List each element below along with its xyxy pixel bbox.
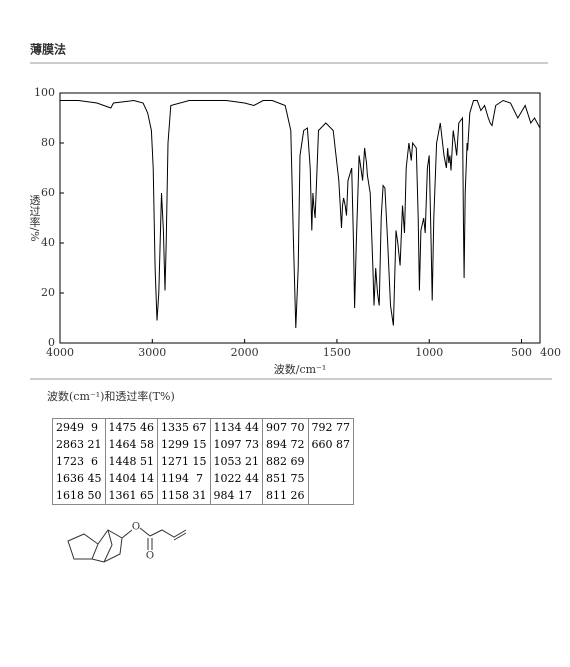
table-cell: 1448 51 (104, 453, 158, 470)
table-cell: 1299 15 (157, 436, 210, 453)
table-cell: 894 72 (262, 436, 308, 453)
table-cell (307, 453, 354, 470)
table-cell: 1723 6 (52, 453, 105, 470)
table-cell (307, 470, 354, 487)
table-cell: 1158 31 (157, 487, 210, 505)
x-tick-label: 1500 (323, 346, 351, 359)
table-cell (307, 487, 354, 505)
page-title: 薄膜法 (30, 42, 66, 57)
x-tick-label: 400 (540, 346, 561, 359)
atom-label: O (146, 551, 154, 562)
table-cell: 1404 14 (104, 470, 158, 487)
table-cell: 792 77 (307, 418, 354, 436)
y-tick-label: 40 (41, 236, 55, 249)
table-cell: 660 87 (307, 436, 354, 453)
table-cell: 882 69 (262, 453, 308, 470)
table-cell: 2949 9 (52, 418, 105, 436)
table-cell: 1464 58 (104, 436, 158, 453)
table-cell: 1022 44 (209, 470, 263, 487)
table-cell: 851 75 (262, 470, 308, 487)
plot-frame (59, 92, 541, 344)
y-tick-label: 60 (41, 186, 55, 199)
table-cell: 1475 46 (104, 418, 158, 436)
table-cell: 1053 21 (209, 453, 263, 470)
spectrum-line (60, 99, 541, 329)
table-title: 波数(cm⁻¹)和透过率(T%) (47, 389, 175, 403)
table-cell: 1194 7 (157, 470, 210, 487)
table-cell: 1618 50 (52, 487, 105, 505)
x-tick-label: 4000 (46, 346, 74, 359)
structure (67, 527, 187, 563)
table-cell: 984 17 (209, 487, 263, 505)
x-tick-label: 500 (511, 346, 532, 359)
table-cell: 1271 15 (157, 453, 210, 470)
table-cell: 2863 21 (52, 436, 105, 453)
y-tick-label: 20 (41, 286, 55, 299)
peak-table: 2949 9 1475 46 1335 67 1134 44 907 70 792 77 2… (52, 418, 354, 505)
y-tick-label: 0 (48, 336, 55, 349)
table-cell: 907 70 (262, 418, 308, 436)
table-cell: 1335 67 (157, 418, 210, 436)
atom-label: O (132, 522, 140, 533)
y-axis-label: 透过率/% (28, 194, 41, 241)
x-tick-label: 2000 (231, 346, 259, 359)
y-tick-label: 100 (34, 86, 55, 99)
table-cell: 1636 45 (52, 470, 105, 487)
x-axis-label: 波数/cm⁻¹ (274, 363, 327, 376)
x-tick-label: 3000 (138, 346, 166, 359)
table-cell: 1361 65 (104, 487, 158, 505)
x-tick-label: 1000 (415, 346, 443, 359)
table-cell: 811 26 (262, 487, 308, 505)
y-tick-label: 80 (41, 136, 55, 149)
table-cell: 1097 73 (209, 436, 263, 453)
table-cell: 1134 44 (209, 418, 263, 436)
